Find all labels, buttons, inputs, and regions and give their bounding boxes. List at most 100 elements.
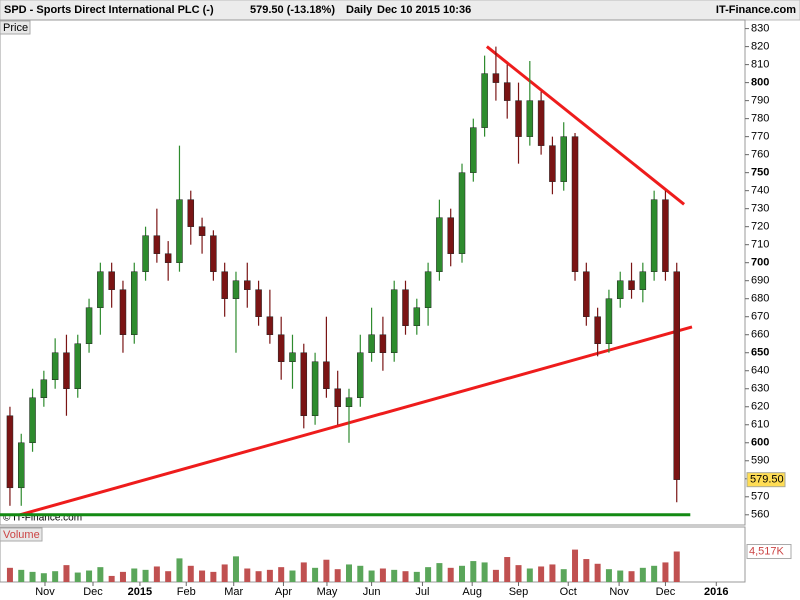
price-label: Price [3,22,28,34]
volume-bar [266,569,273,582]
x-tick-label: Dec [83,586,103,598]
candle-body [210,235,217,272]
candle-body [266,316,274,335]
candle-body [583,271,590,317]
candle-body [650,199,658,272]
volume-bar [345,564,352,582]
candle-body [662,199,669,272]
candle-body [424,271,432,308]
candle-body [605,298,613,344]
y-tick-label: 600 [751,437,769,449]
last-price-label: 579.50 [750,474,784,486]
volume-bar [6,567,13,582]
volume-bar [357,565,364,582]
candle-body [300,352,308,417]
candle-body [277,334,285,362]
candle-body [379,334,387,353]
candle-body [357,352,364,398]
volume-bar [108,575,115,582]
candle-body [549,145,556,182]
volume-bar [492,569,499,582]
volume-bar [232,556,239,582]
candle-body [390,289,398,353]
volume-bar [52,571,59,582]
volume-bar [583,559,590,582]
volume-bar [447,567,454,582]
candle-body [311,361,319,417]
volume-bar [244,568,251,582]
candle-body [142,235,149,272]
x-tick-label: Sep [509,586,529,598]
y-tick-label: 660 [751,329,769,341]
volume-bar [199,570,206,582]
x-tick-label: 2015 [128,586,152,598]
volume-bar [289,570,296,582]
y-tick-label: 560 [751,509,769,521]
x-tick-label: Feb [177,586,196,598]
candle-body [470,127,477,173]
volume-bar [391,569,398,582]
y-tick-label: 570 [751,491,769,503]
volume-bar [142,569,149,582]
y-tick-label: 830 [751,23,769,35]
volume-bar [436,563,443,582]
candle-body [74,343,82,389]
volume-bar [549,564,556,582]
candle-body [323,361,330,389]
candle-body [345,397,353,408]
candle-body [402,289,409,326]
volume-bar [86,570,93,582]
volume-bar [323,559,330,582]
volume-bar [413,571,420,582]
volume-bar [368,570,375,582]
x-tick-label: May [317,586,338,598]
volume-bar [572,549,579,582]
candle-body [368,334,375,353]
candle-body [673,271,680,480]
candle-body [164,253,172,263]
volume-bar [176,558,183,582]
volume-bar [470,561,477,582]
x-tick-label: Nov [609,586,629,598]
source: IT-Finance.com [716,4,796,16]
volume-bar [504,557,511,582]
candle-body [639,271,647,290]
candle-body [221,271,228,299]
candle-body [413,307,421,326]
y-tick-label: 700 [751,257,769,269]
candle-body [289,352,296,362]
y-tick-label: 620 [751,401,769,413]
x-tick-label: 2016 [704,586,728,598]
last-volume-box [746,544,792,560]
volume-bar [119,571,126,582]
period: Daily [346,4,373,16]
x-tick-label: Aug [462,586,482,598]
y-tick-label: 800 [751,77,769,89]
y-tick-label: 730 [751,203,769,215]
candle-body [153,235,161,254]
y-tick-label: 790 [751,95,769,107]
candle-body [503,82,511,101]
candle-body [131,271,138,335]
volume-bar [255,571,262,582]
y-tick-label: 820 [751,41,769,53]
volume-bar [673,551,680,582]
y-tick-label: 780 [751,113,769,125]
trendline [19,325,693,517]
x-tick-label: Jun [363,586,381,598]
candle-body [334,388,341,408]
volume-bar [29,571,36,582]
candle-body [515,100,522,137]
y-tick-label: 670 [751,311,769,323]
candle-body [176,199,183,263]
y-tick-label: 690 [751,275,769,287]
volume-bar [278,567,285,582]
candle-body [40,379,48,399]
candle-body [616,280,624,299]
price-pane [0,19,746,526]
candle-body [187,199,195,227]
quote: 579.50 (-13.18%) [250,4,335,16]
volume-bar [63,565,70,582]
candle-body [436,217,443,272]
